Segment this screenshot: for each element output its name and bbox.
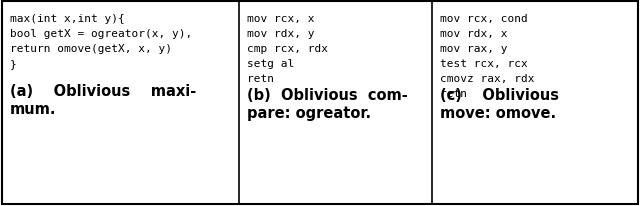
- Text: pare: ogreator.: pare: ogreator.: [247, 105, 371, 121]
- Text: (b)  Oblivious  com-: (b) Oblivious com-: [247, 88, 408, 103]
- Text: retn: retn: [440, 89, 467, 98]
- Text: mov rax, y: mov rax, y: [440, 44, 508, 54]
- Text: move: omove.: move: omove.: [440, 105, 556, 121]
- Text: retn: retn: [247, 74, 274, 84]
- Text: max(int x,int y){: max(int x,int y){: [10, 14, 125, 24]
- Text: bool getX = ogreator(x, y),: bool getX = ogreator(x, y),: [10, 29, 192, 39]
- Text: mov rdx, y: mov rdx, y: [247, 29, 314, 39]
- Text: cmp rcx, rdx: cmp rcx, rdx: [247, 44, 328, 54]
- Text: cmovz rax, rdx: cmovz rax, rdx: [440, 74, 534, 84]
- Text: (c)    Oblivious: (c) Oblivious: [440, 88, 559, 103]
- Text: setg al: setg al: [247, 59, 294, 69]
- Text: mov rcx, cond: mov rcx, cond: [440, 14, 528, 24]
- Text: mum.: mum.: [10, 102, 56, 116]
- Text: return omove(getX, x, y): return omove(getX, x, y): [10, 44, 172, 54]
- Text: test rcx, rcx: test rcx, rcx: [440, 59, 528, 69]
- Text: mov rdx, x: mov rdx, x: [440, 29, 508, 39]
- Text: (a)    Oblivious    maxi-: (a) Oblivious maxi-: [10, 84, 196, 98]
- Text: mov rcx, x: mov rcx, x: [247, 14, 314, 24]
- Text: }: }: [10, 59, 17, 69]
